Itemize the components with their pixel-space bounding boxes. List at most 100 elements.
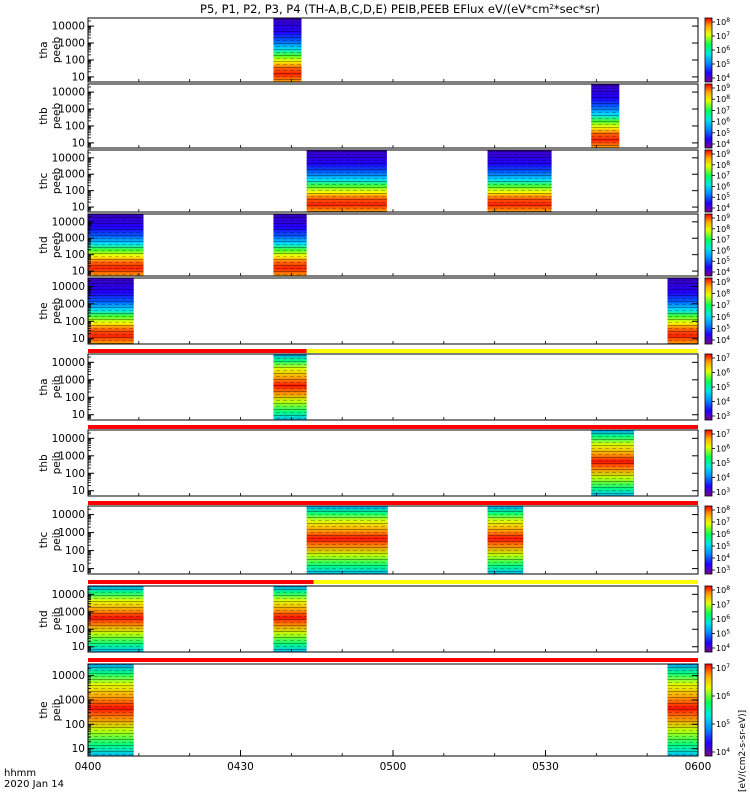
colorbar-tick-label: 109 <box>716 83 730 93</box>
panel-probe-label: the <box>38 701 50 718</box>
colorbar-tick-label: 105 <box>716 382 730 392</box>
y-tick-label: 10000 <box>52 281 85 293</box>
colorbar-tick-label: 107 <box>716 353 730 363</box>
colorbar-tick-label: 107 <box>716 600 730 610</box>
y-tick-label: 100 <box>65 316 85 328</box>
colorbar-tick-label: 106 <box>716 529 730 539</box>
y-tick-label: 1000 <box>58 694 85 706</box>
panel-probe-label: thb <box>38 454 50 472</box>
colorbar-tick-label: 105 <box>716 192 730 202</box>
colorbar-tick-label: 105 <box>716 719 730 729</box>
colorbar-tick-label: 107 <box>716 171 730 181</box>
y-tick-label: 100 <box>65 545 85 557</box>
colorbar-tick-label: 105 <box>716 323 730 333</box>
colorbar-tick-label: 106 <box>716 368 730 378</box>
colorbar-tick-label: 103 <box>716 411 730 421</box>
spectrogram-texture <box>88 664 134 756</box>
panel-species-label: peib <box>51 607 63 630</box>
colorbar-tick-label: 104 <box>716 335 730 345</box>
colorbar-tick-label: 104 <box>716 73 730 83</box>
spectrogram-texture <box>591 430 634 496</box>
panel-frame <box>87 213 699 277</box>
colorbar-tick-label: 108 <box>716 585 730 595</box>
x-axis-label-hhmm: hhmm <box>4 768 36 779</box>
panel-probe-label: thc <box>38 173 50 190</box>
spectrogram-texture <box>88 214 144 276</box>
colorbar-tick-label: 104 <box>716 643 730 653</box>
y-tick-label: 100 <box>65 185 85 197</box>
panel-species-label: peeb <box>51 37 63 64</box>
colorbar-tick-label: 108 <box>716 224 730 234</box>
y-tick-label: 10 <box>72 485 85 497</box>
y-tick-label: 100 <box>65 249 85 261</box>
spectrogram-texture <box>487 506 524 574</box>
y-tick-label: 10000 <box>52 357 85 369</box>
x-axis: 0400 0430 0500 0530 0600 <box>75 79 712 773</box>
flag-bar-red <box>88 349 307 353</box>
chart-title-main: P5, P1, P2, P3, P4 (TH-A,B,C,D,E) PEIB,P… <box>200 2 549 16</box>
y-tick-label: 10000 <box>52 216 85 228</box>
panel-probe-label: tha <box>38 41 50 58</box>
panel-frame <box>87 277 699 345</box>
y-tick-label: 10000 <box>52 589 85 601</box>
colorbar-tick-label: 104 <box>716 267 730 277</box>
y-tick-label: 10 <box>72 563 85 575</box>
y-tick-label: 100 <box>65 120 85 132</box>
colorbar-tick-label: 109 <box>716 277 730 287</box>
panel-probe-label: thd <box>38 236 50 253</box>
chart-title-tail: *sec*sr) <box>554 2 600 16</box>
colorbar-tick-label: 108 <box>716 17 730 27</box>
panel-frame <box>87 505 699 575</box>
y-tick-label: 1000 <box>58 38 85 50</box>
panel-frame <box>87 149 699 213</box>
y-tick-label: 1000 <box>58 374 85 386</box>
chart-title-superscript: 2 <box>549 3 553 11</box>
panel-species-label: peib <box>51 528 63 551</box>
colorbar-tick-label: 105 <box>716 256 730 266</box>
y-tick-label: 1000 <box>58 104 85 116</box>
colorbar-tick-label: 108 <box>716 289 730 299</box>
colorbar <box>704 663 713 757</box>
colorbar-tick-label: 105 <box>716 59 730 69</box>
colorbar-tick-label: 107 <box>716 235 730 245</box>
colorbar-tick-label: 105 <box>716 541 730 551</box>
spectrogram-texture <box>88 586 144 652</box>
colorbar-tick-label: 104 <box>716 203 730 213</box>
panel-probe-label: the <box>38 302 50 319</box>
colorbar <box>704 277 713 345</box>
y-tick-label: 100 <box>65 719 85 731</box>
panel-frame <box>87 663 699 757</box>
y-tick-label: 10 <box>72 743 85 755</box>
colorbar-tick-label: 103 <box>716 565 730 575</box>
colorbar-tick-label: 106 <box>716 444 730 454</box>
colorbar <box>704 149 713 213</box>
spectrogram-texture <box>273 18 302 82</box>
colorbar-tick-label: 107 <box>716 300 730 310</box>
colorbar-tick-label: 107 <box>716 663 730 673</box>
panel-species-label: peeb <box>51 168 63 195</box>
colorbar-tick-label: 104 <box>716 747 730 757</box>
panel-probe-label: thb <box>38 107 50 125</box>
y-tick-label: 1000 <box>58 450 85 462</box>
x-tick-label: 0600 <box>685 761 712 773</box>
colorbar <box>704 585 713 653</box>
colorbar-tick-label: 108 <box>716 94 730 104</box>
x-tick-label: 0400 <box>75 761 102 773</box>
colorbar-tick-label: 106 <box>716 614 730 624</box>
y-tick-label: 10 <box>72 71 85 83</box>
spectrogram-texture <box>667 664 698 756</box>
colorbar-tick-label: 108 <box>716 160 730 170</box>
flag-bar-yellow <box>306 349 698 353</box>
y-tick-label: 10 <box>72 202 85 214</box>
colorbar-tick-label: 104 <box>716 553 730 563</box>
y-tick-label: 10 <box>72 409 85 421</box>
spectrogram-texture <box>306 150 387 212</box>
colorbar-tick-label: 105 <box>716 458 730 468</box>
spectrogram-texture <box>667 278 698 344</box>
colorbar-tick-label: 106 <box>716 245 730 255</box>
